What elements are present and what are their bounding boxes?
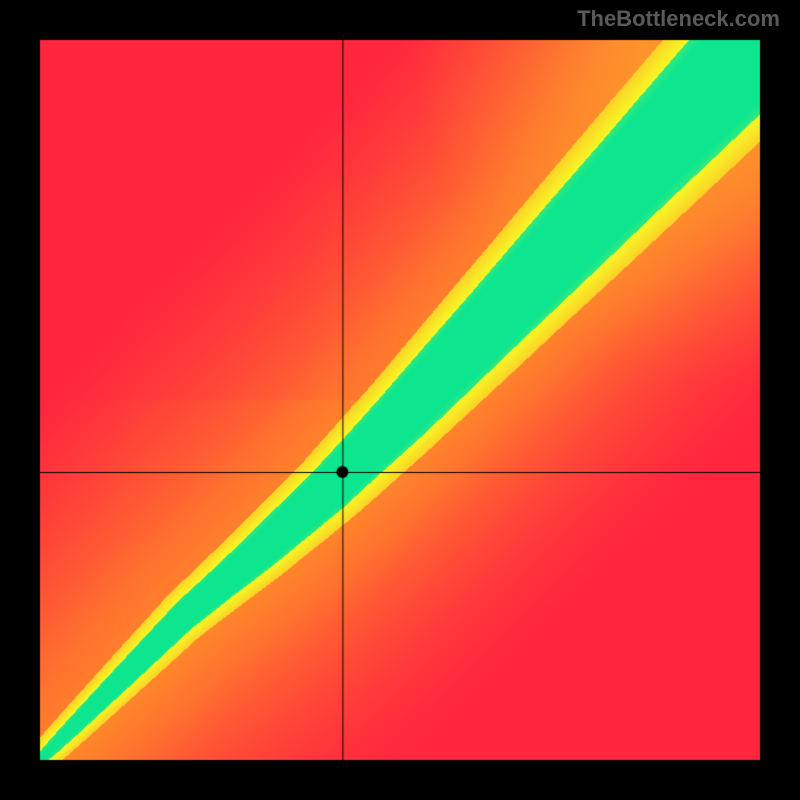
chart-container: TheBottleneck.com — [0, 0, 800, 800]
watermark-text: TheBottleneck.com — [577, 6, 780, 32]
heatmap-canvas — [0, 0, 800, 800]
